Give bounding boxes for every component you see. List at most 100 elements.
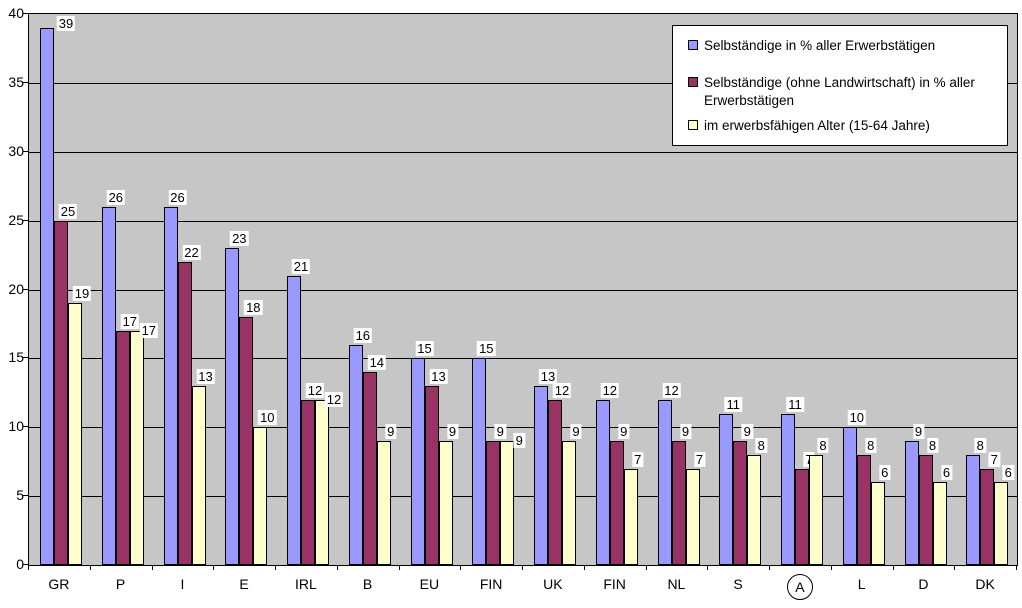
data-label: 9	[741, 424, 753, 439]
data-label: 6	[940, 465, 953, 481]
bar-uk-s1	[534, 385, 548, 565]
category-label-dk-15: DK	[975, 576, 995, 592]
y-axis-tick	[23, 151, 28, 152]
data-label: 25	[58, 203, 78, 219]
data-label: 9	[446, 424, 459, 439]
category-label-i-2: I	[180, 576, 185, 592]
data-label: 7	[693, 451, 706, 467]
y-axis-tick	[23, 564, 28, 565]
bar-p-s3	[129, 330, 144, 565]
data-label: 8	[755, 437, 767, 453]
x-axis-tick	[954, 565, 955, 570]
x-axis-tick	[1016, 565, 1017, 570]
data-label: 12	[662, 382, 681, 398]
bar-eu-s1	[410, 358, 425, 565]
data-label: 12	[324, 391, 344, 407]
bar-i-s3	[191, 385, 206, 565]
bar-i-s2	[177, 261, 192, 565]
category-label-s-11: S	[733, 576, 743, 592]
y-axis-label: 40	[8, 5, 24, 21]
bar-fin-s2	[486, 441, 501, 565]
data-label: 19	[72, 286, 92, 302]
bar-d-s1	[904, 441, 919, 565]
y-axis-label: 25	[8, 211, 24, 228]
y-axis-tick	[23, 220, 28, 221]
data-label: 8	[817, 437, 829, 453]
data-label: 26	[106, 189, 126, 205]
bar-eu-s2	[424, 385, 439, 565]
y-axis-tick	[23, 495, 28, 496]
bar-d-s2	[918, 454, 933, 565]
bar-a-s3	[809, 454, 823, 565]
gridline	[29, 358, 1017, 359]
category-label-d-14: D	[918, 576, 929, 592]
gridline	[29, 427, 1017, 428]
gridline	[29, 290, 1017, 291]
data-label: 9	[513, 433, 525, 448]
data-label: 9	[912, 424, 925, 439]
y-axis-label: 5	[16, 487, 24, 504]
bar-p-s2	[115, 330, 130, 565]
bar-irl-s2	[301, 399, 315, 565]
x-axis-tick	[28, 565, 29, 570]
data-label: 16	[353, 327, 373, 343]
legend-label: Selbständige in % aller Erwerbstätigen	[704, 38, 936, 53]
bar-a-s2	[795, 468, 809, 565]
data-label: 6	[879, 465, 891, 481]
x-axis-tick	[707, 565, 708, 570]
bar-s-s1	[719, 413, 734, 565]
bar-e-s1	[225, 248, 240, 565]
data-label: 9	[385, 424, 397, 439]
x-axis-tick	[522, 565, 523, 570]
bar-gr-s1	[40, 27, 54, 565]
bar-b-s3	[376, 441, 391, 565]
bar-fin-s3	[623, 468, 638, 565]
data-label: 10	[847, 410, 867, 426]
bar-s-s2	[733, 441, 748, 565]
data-label: 8	[974, 437, 986, 453]
y-axis-tick	[23, 357, 28, 358]
y-axis-label: 35	[8, 73, 24, 90]
legend-label: im erwerbsfähigen Alter (15-64 Jahre)	[704, 118, 930, 133]
data-label: 8	[926, 437, 939, 453]
data-label: 12	[600, 382, 620, 398]
gridline	[29, 83, 1017, 84]
bar-e-s2	[239, 317, 254, 565]
y-axis-label: 15	[8, 349, 24, 366]
legend-item-selbstaendige: Selbständige in % aller Erwerbstätigen	[688, 37, 1001, 55]
bar-gr-s2	[54, 220, 68, 565]
y-axis-label: 10	[8, 418, 24, 435]
x-axis-tick	[893, 565, 894, 570]
y-axis-label: 30	[8, 142, 24, 159]
gridline	[29, 496, 1017, 497]
legend: Selbständige in % aller Erwerbstätigen S…	[672, 25, 1008, 146]
x-axis-tick	[646, 565, 647, 570]
bar-fin-s1	[472, 358, 487, 565]
bar-l-s1	[842, 427, 857, 565]
bar-a-s1	[781, 413, 795, 565]
x-axis-tick	[460, 565, 461, 570]
category-label-fin-7: FIN	[479, 576, 503, 592]
bar-d-s3	[932, 482, 947, 565]
data-label: 23	[230, 231, 249, 247]
category-label-fin-9: FIN	[603, 576, 626, 592]
legend-swatch-maroon	[688, 77, 698, 87]
data-label: 9	[494, 424, 506, 439]
category-label-irl-4: IRL	[294, 576, 317, 592]
legend-label: Selbständige (ohne Landwirtschaft) in % …	[704, 75, 975, 108]
data-label: 12	[552, 382, 572, 398]
data-label: 13	[429, 368, 448, 384]
bar-fin-s3	[500, 441, 515, 565]
data-label: 18	[244, 300, 263, 315]
category-label-eu-6: EU	[419, 576, 440, 592]
category-label-e-3: E	[239, 576, 249, 592]
category-label-b-5: B	[362, 576, 373, 592]
bar-fin-s1	[595, 399, 610, 565]
legend-swatch-blue	[688, 40, 698, 50]
bar-l-s3	[870, 482, 885, 565]
gridline	[29, 221, 1017, 222]
data-label: 11	[786, 396, 804, 412]
data-label: 39	[56, 16, 76, 31]
bar-i-s1	[163, 206, 178, 565]
